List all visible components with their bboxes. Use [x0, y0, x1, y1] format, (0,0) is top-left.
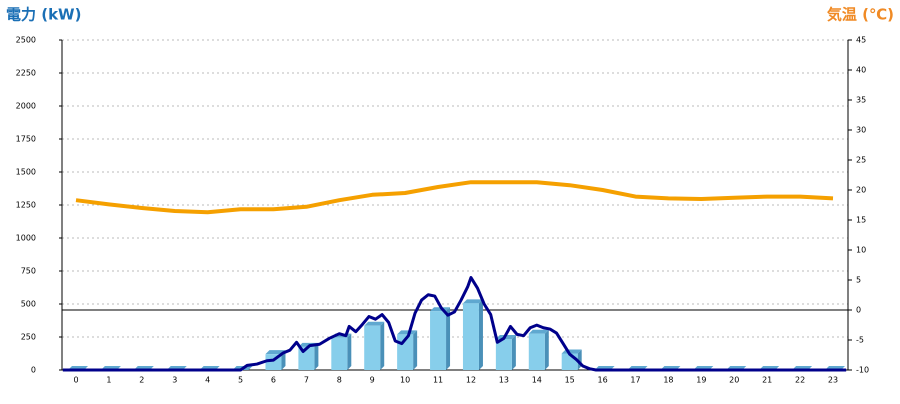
y2-tick-label: 25 [856, 156, 866, 165]
y-tick-label: 2000 [16, 102, 36, 111]
x-tick-label: 19 [696, 376, 706, 385]
bar-face [528, 329, 549, 334]
x-tick-label: 12 [466, 376, 476, 385]
bar-face [446, 307, 451, 370]
x-tick-label: 7 [304, 376, 309, 385]
x-tick-label: 22 [795, 376, 805, 385]
y2-tick-label: 0 [856, 306, 861, 315]
y2-tick-label: 20 [856, 186, 866, 195]
bar [331, 333, 352, 370]
bar-face [364, 325, 381, 370]
x-tick-label: 8 [337, 376, 342, 385]
bar-face [364, 321, 385, 326]
y-tick-label: 750 [21, 267, 36, 276]
y-axis-title: 電力 (kW) [6, 6, 81, 24]
bar-face [528, 333, 545, 370]
x-tick-label: 21 [762, 376, 772, 385]
line [62, 276, 847, 372]
y2-tick-label: 40 [856, 66, 866, 75]
bar-face [544, 329, 549, 370]
y-tick-label: 1000 [16, 234, 36, 243]
bar-face [478, 299, 483, 370]
bar [462, 299, 483, 370]
bar-face [331, 337, 348, 370]
bar [364, 321, 385, 370]
bar [528, 329, 549, 370]
x-tick-label: 10 [400, 376, 410, 385]
y-tick-label: 2250 [16, 69, 36, 78]
x-tick-label: 5 [238, 376, 243, 385]
x-tick-label: 1 [106, 376, 111, 385]
y-tick-label: 250 [21, 333, 36, 342]
x-tick-label: 9 [370, 376, 375, 385]
y2-tick-label: -10 [856, 366, 869, 375]
bar-face [511, 334, 516, 370]
y2-tick-label: 10 [856, 246, 866, 255]
y-tick-label: 1250 [16, 201, 36, 210]
bar-face [380, 321, 385, 370]
y2-tick-label: -5 [856, 336, 864, 345]
x-tick-label: 16 [598, 376, 608, 385]
bar [430, 307, 451, 370]
bar-face [430, 311, 447, 370]
x-tick-label: 13 [499, 376, 509, 385]
x-tick-label: 14 [532, 376, 542, 385]
x-tick-label: 17 [630, 376, 640, 385]
y-tick-label: 1500 [16, 168, 36, 177]
x-tick-label: 11 [433, 376, 443, 385]
x-tick-label: 0 [73, 376, 78, 385]
x-tick-label: 6 [271, 376, 276, 385]
y2-tick-label: 5 [856, 276, 861, 285]
bar-face [397, 330, 418, 335]
x-tick-label: 3 [172, 376, 177, 385]
bar-face [462, 303, 479, 370]
bar [495, 334, 516, 370]
x-tick-label: 23 [828, 376, 838, 385]
bar-face [413, 330, 418, 370]
y-tick-label: 0 [31, 366, 36, 375]
y2-axis-title: 気温 (℃) [827, 6, 894, 24]
y-tick-label: 2500 [16, 36, 36, 45]
line [75, 180, 834, 215]
y2-tick-label: 30 [856, 126, 866, 135]
x-tick-label: 18 [663, 376, 673, 385]
x-tick-label: 15 [565, 376, 575, 385]
bar-face [495, 338, 512, 370]
y-tick-label: 500 [21, 300, 36, 309]
y2-tick-label: 35 [856, 96, 866, 105]
x-tick-label: 2 [139, 376, 144, 385]
x-tick-label: 20 [729, 376, 739, 385]
x-tick-label: 4 [205, 376, 210, 385]
y-tick-label: 1750 [16, 135, 36, 144]
bar-face [347, 333, 352, 370]
y2-tick-label: 15 [856, 216, 866, 225]
bar-face [314, 342, 319, 370]
y2-tick-label: 45 [856, 36, 866, 45]
bar-face [462, 299, 483, 304]
